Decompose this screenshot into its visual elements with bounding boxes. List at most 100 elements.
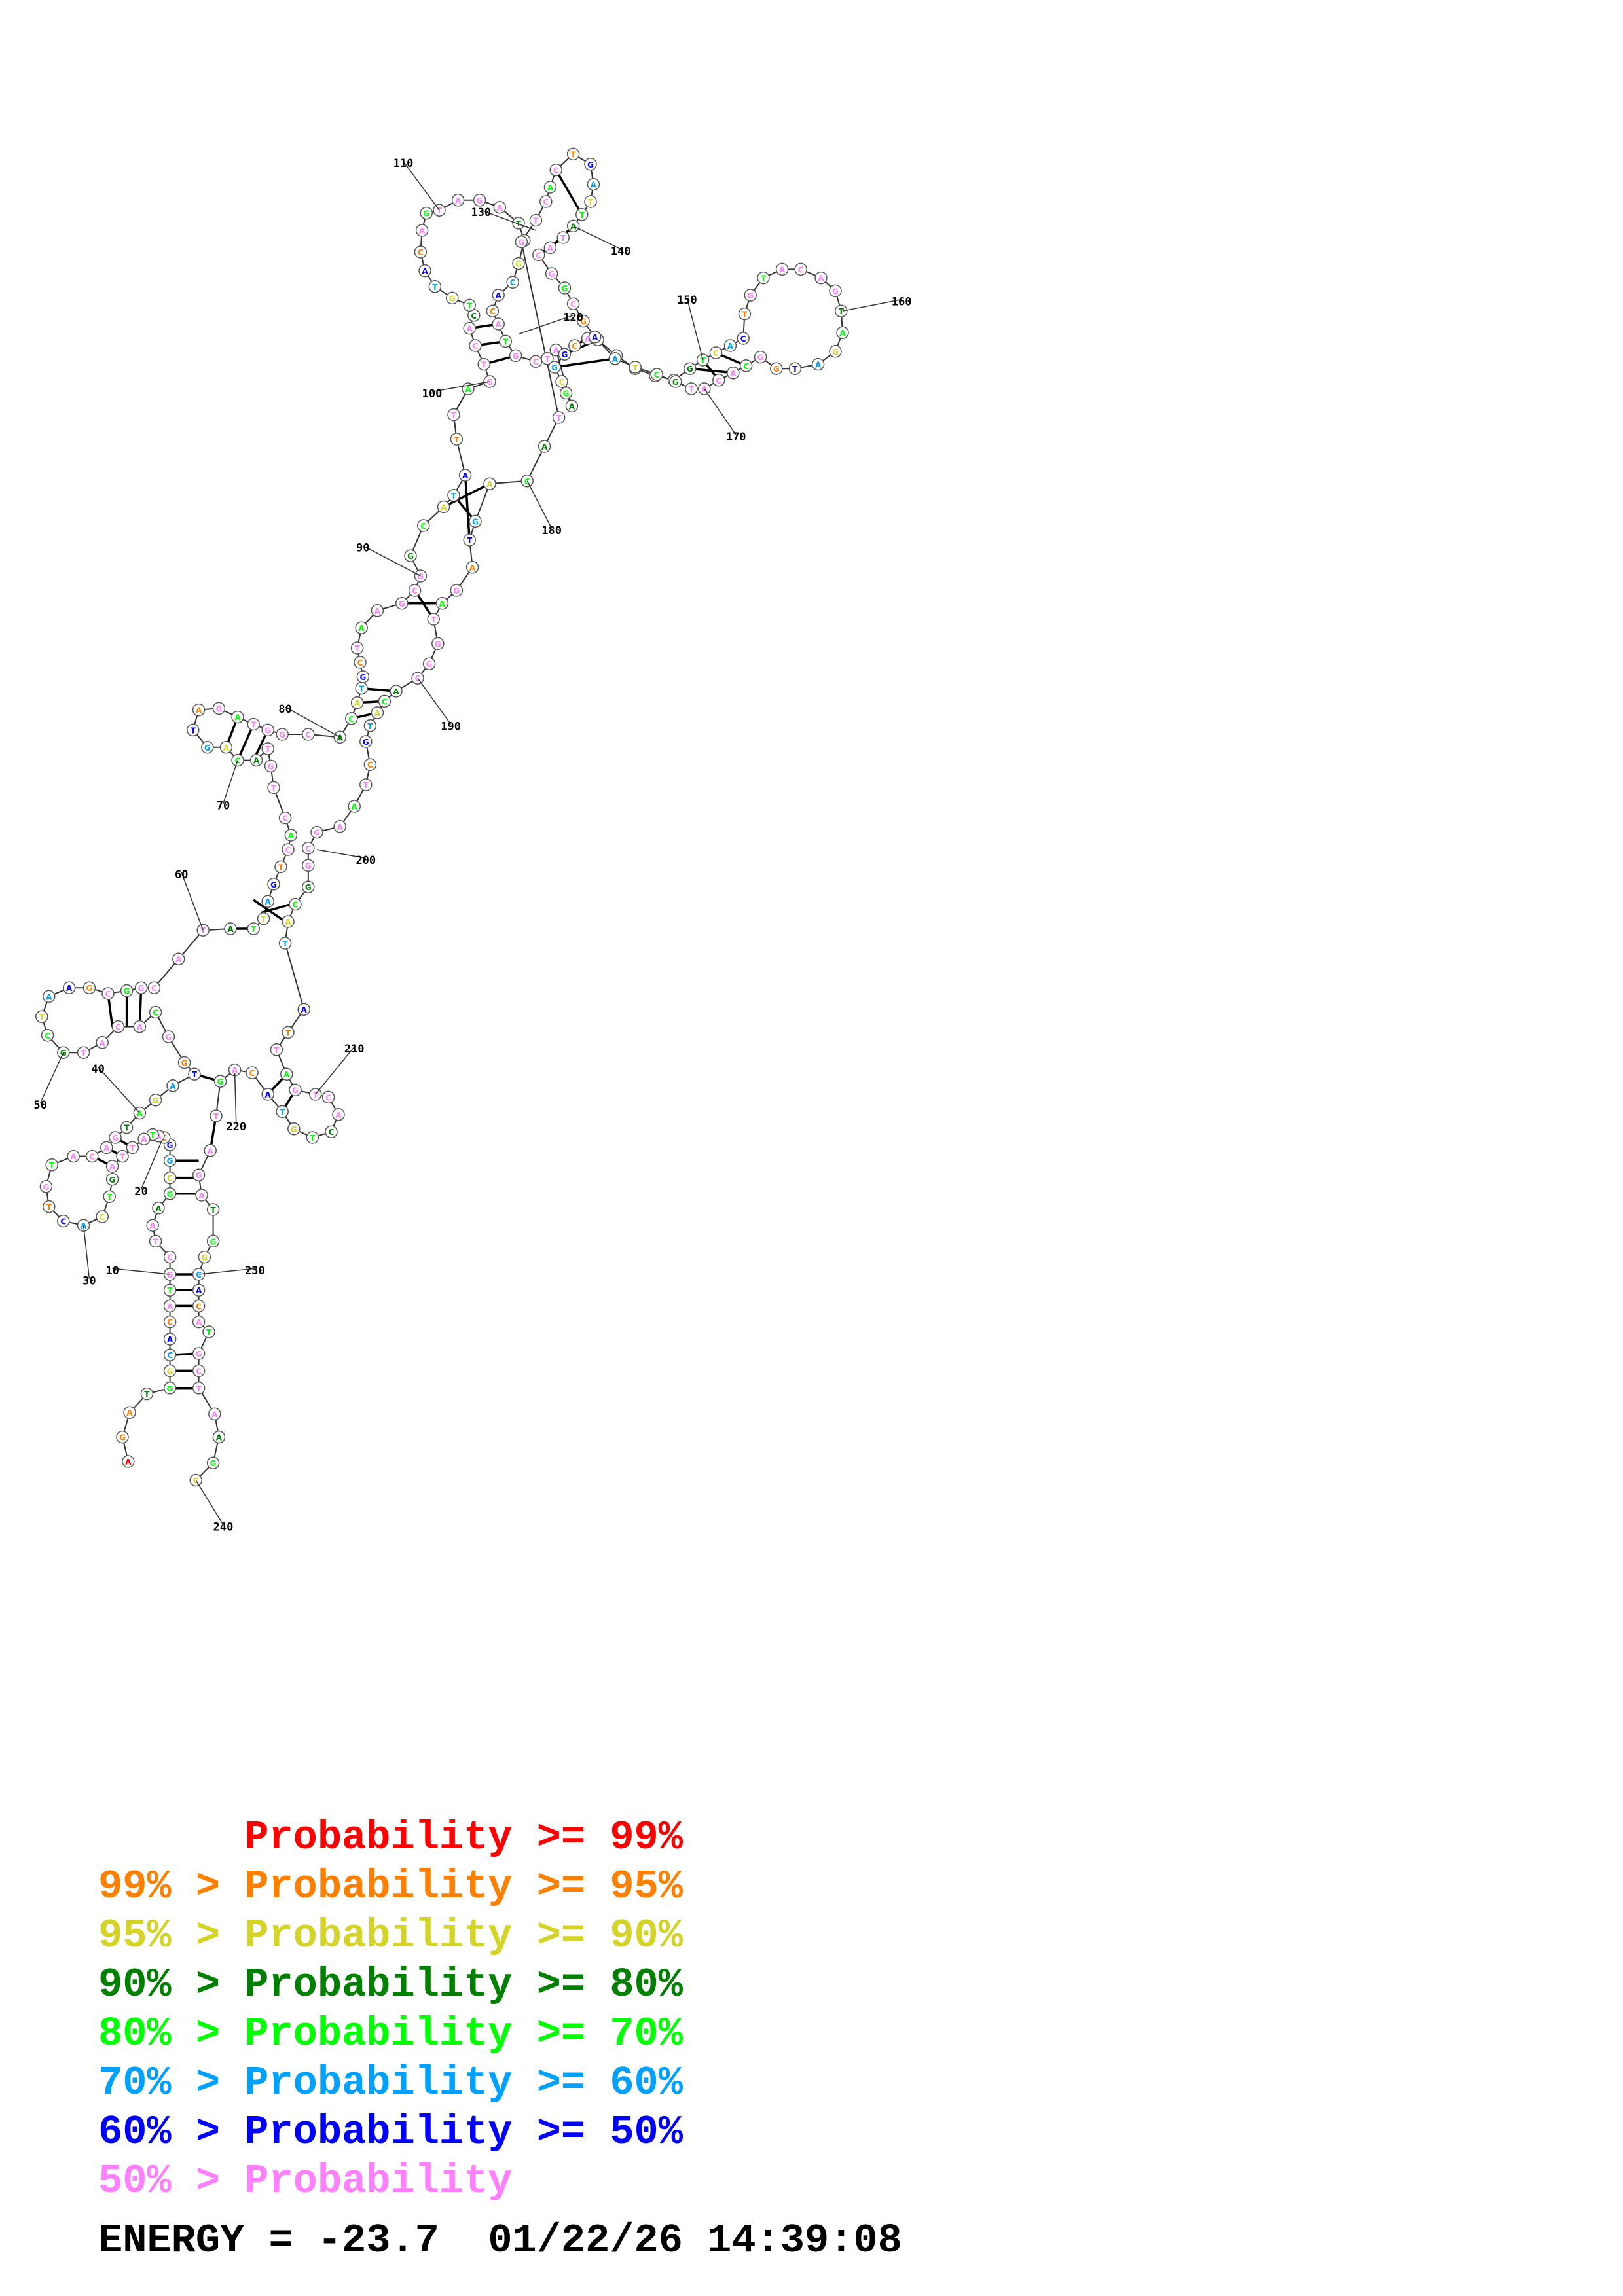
svg-text:T: T [271, 783, 277, 793]
nucleotide: G [289, 1083, 302, 1097]
nucleotide: T [45, 1158, 58, 1172]
svg-text:T: T [431, 615, 437, 624]
svg-text:G: G [363, 738, 369, 747]
base-pair-bond [555, 169, 583, 215]
nucleotide: G [473, 194, 486, 207]
svg-text:G: G [268, 762, 274, 771]
svg-text:T: T [168, 1286, 173, 1295]
position-label: 110 [393, 157, 414, 170]
svg-text:G: G [549, 270, 555, 279]
svg-text:G: G [672, 378, 679, 387]
svg-text:T: T [107, 1193, 113, 1202]
nucleotide: G [302, 880, 315, 893]
nucleotide: A [122, 1455, 135, 1468]
svg-text:T: T [310, 1134, 316, 1143]
svg-text:G: G [124, 987, 130, 996]
svg-text:T: T [274, 1046, 280, 1055]
nucleotide: C [568, 339, 581, 352]
nucleotide: T [257, 912, 270, 925]
position-label: 130 [471, 206, 491, 219]
nucleotide: A [166, 1079, 179, 1092]
legend-prefix: 80% > [98, 2011, 245, 2057]
svg-text:C: C [293, 901, 299, 910]
nucleotide: C [147, 981, 161, 994]
svg-text:C: C [305, 730, 311, 740]
svg-text:T: T [367, 722, 373, 731]
nucleotide: G [82, 981, 96, 994]
svg-text:A: A [818, 274, 824, 283]
svg-text:G: G [435, 639, 441, 649]
svg-text:G: G [747, 291, 754, 300]
nucleotide: C [417, 519, 430, 532]
nucleotide: T [103, 1190, 116, 1203]
nucleotide: T [575, 208, 589, 221]
nucleotide: C [363, 758, 377, 771]
svg-text:A: A [727, 342, 734, 351]
nucleotide: G [770, 362, 783, 375]
svg-text:G: G [832, 348, 839, 357]
svg-text:T: T [742, 310, 748, 319]
svg-text:A: A [497, 204, 503, 213]
nucleotide: G [450, 584, 464, 597]
nucleotide: A [282, 915, 295, 928]
svg-text:A: A [223, 744, 230, 753]
nucleotide: T [126, 1141, 139, 1155]
nucleotide: A [587, 177, 600, 191]
nucleotide: G [356, 670, 370, 683]
nucleotide: T [788, 362, 802, 375]
nucleotide: C [86, 1149, 99, 1163]
nucleotide: G [469, 514, 482, 528]
svg-text:A: A [779, 265, 786, 274]
nucleotide: A [204, 1144, 217, 1157]
svg-text:A: A [150, 1221, 156, 1230]
position-tick [842, 298, 902, 312]
svg-text:C: C [420, 522, 426, 531]
svg-text:T: T [261, 915, 267, 924]
nucleotide: T [355, 681, 368, 695]
svg-text:G: G [279, 730, 285, 740]
legend-prefix: 70% > [98, 2060, 245, 2106]
svg-text:A: A [359, 624, 365, 633]
svg-text:A: A [208, 1147, 214, 1156]
svg-text:A: A [352, 802, 358, 812]
nucleotide: T [477, 357, 490, 371]
svg-text:A: A [170, 1082, 176, 1091]
nucleotide: C [278, 811, 292, 825]
nucleotide: T [206, 1203, 220, 1216]
svg-text:C: C [329, 1128, 335, 1137]
nucleotide: G [149, 1094, 162, 1107]
position-label: 80 [278, 703, 291, 716]
svg-text:G: G [580, 317, 587, 327]
svg-text:T: T [265, 745, 271, 754]
nucleotide: G [422, 657, 436, 670]
svg-text:G: G [43, 1183, 49, 1192]
nucleotide: C [111, 1020, 125, 1033]
nucleotide: A [588, 331, 602, 344]
svg-text:G: G [305, 861, 312, 870]
legend-label: Probability >= 80% [244, 1962, 683, 2008]
nucleotide: G [404, 549, 417, 562]
nucleotide: G [120, 984, 134, 997]
svg-text:A: A [109, 1162, 116, 1172]
svg-text:A: A [265, 1090, 272, 1100]
nucleotide: G [310, 825, 323, 839]
nucleotide: G [261, 723, 274, 737]
svg-text:A: A [569, 402, 575, 411]
nucleotide: A [493, 201, 507, 214]
svg-text:C: C [654, 370, 660, 380]
nucleotide: G [829, 345, 842, 358]
position-label: 30 [82, 1274, 96, 1287]
svg-text:T: T [150, 1131, 156, 1140]
legend-row: 60% > Probability >= 50% [98, 2108, 683, 2157]
nucleotide: G [162, 1030, 175, 1043]
nucleotide: C [302, 728, 315, 741]
svg-text:G: G [153, 1096, 159, 1105]
nucleotide: A [727, 367, 740, 380]
nucleotide: A [348, 800, 361, 813]
svg-text:A: A [227, 925, 234, 934]
nucleotide: T [210, 1109, 223, 1122]
nucleotide: G [359, 735, 373, 748]
position-tick [481, 209, 536, 231]
svg-text:T: T [355, 644, 361, 653]
svg-text:T: T [579, 211, 585, 220]
